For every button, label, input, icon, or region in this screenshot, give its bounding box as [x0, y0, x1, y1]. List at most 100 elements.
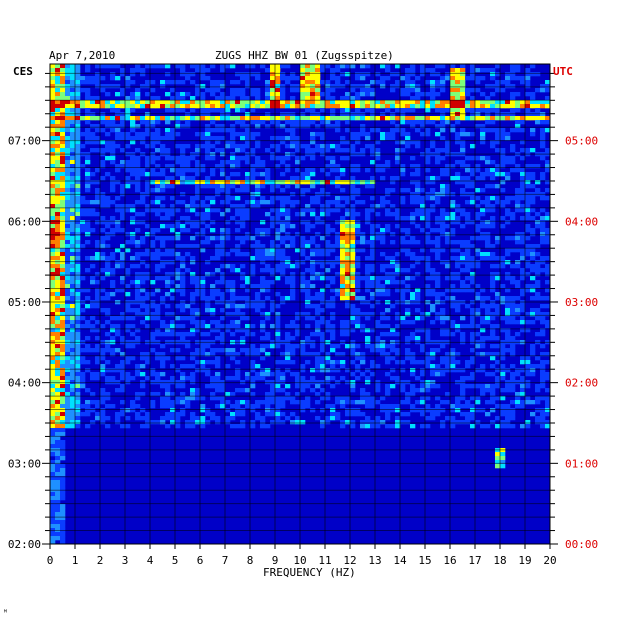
spectrogram-cell	[505, 116, 511, 121]
spectrogram-cell	[360, 352, 366, 357]
spectrogram-cell	[330, 368, 336, 373]
spectrogram-cell	[125, 204, 131, 209]
spectrogram-cell	[180, 380, 186, 385]
spectrogram-cell	[235, 88, 241, 93]
spectrogram-cell	[400, 116, 406, 121]
spectrogram-cell	[195, 196, 201, 201]
spectrogram-cell	[350, 164, 356, 169]
spectrogram-cell	[325, 92, 331, 97]
spectrogram-cell	[150, 104, 156, 109]
spectrogram-cell	[110, 316, 116, 321]
spectrogram-cell	[465, 212, 471, 217]
spectrogram-cell	[300, 244, 306, 249]
spectrogram-cell	[125, 316, 131, 321]
spectrogram-cell	[105, 116, 111, 121]
spectrogram-cell	[130, 256, 136, 261]
spectrogram-cell	[225, 228, 231, 233]
spectrogram-cell	[270, 396, 276, 401]
spectrogram-cell	[430, 276, 436, 281]
spectrogram-cell	[520, 384, 526, 389]
spectrogram-cell	[275, 216, 281, 221]
spectrogram-cell	[245, 140, 251, 145]
spectrogram-cell	[205, 308, 211, 313]
spectrogram-cell	[110, 116, 116, 121]
spectrogram-cell	[255, 252, 261, 257]
spectrogram-cell	[375, 80, 381, 85]
spectrogram-cell	[395, 148, 401, 153]
spectrogram-cell	[245, 180, 251, 185]
spectrogram-cell	[400, 368, 406, 373]
spectrogram-cell	[180, 392, 186, 397]
spectrogram-cell	[260, 288, 266, 293]
spectrogram-cell	[60, 88, 66, 93]
spectrogram-cell	[170, 136, 176, 141]
spectrogram-cell	[175, 304, 181, 309]
spectrogram-cell	[415, 172, 421, 177]
spectrogram-cell	[415, 164, 421, 169]
spectrogram-cell	[400, 76, 406, 81]
spectrogram-cell	[340, 292, 346, 297]
spectrogram-cell	[465, 412, 471, 417]
spectrogram-cell	[160, 144, 166, 149]
spectrogram-cell	[285, 76, 291, 81]
spectrogram-cell	[490, 324, 496, 329]
spectrogram-cell	[360, 116, 366, 121]
spectrogram-cell	[200, 108, 206, 113]
spectrogram-cell	[260, 268, 266, 273]
spectrogram-cell	[275, 116, 281, 121]
spectrogram-cell	[85, 320, 91, 325]
spectrogram-cell	[470, 88, 476, 93]
spectrogram-cell	[430, 208, 436, 213]
spectrogram-cell	[540, 256, 546, 261]
spectrogram-cell	[520, 292, 526, 297]
spectrogram-cell	[510, 280, 516, 285]
spectrogram-cell	[345, 252, 351, 257]
spectrogram-cell	[420, 408, 426, 413]
spectrogram-cell	[60, 248, 66, 253]
spectrogram-cell	[340, 196, 346, 201]
spectrogram-cell	[415, 168, 421, 173]
spectrogram-cell	[55, 400, 61, 405]
spectrogram-cell	[435, 372, 441, 377]
spectrogram-cell	[50, 96, 56, 101]
spectrogram-cell	[280, 376, 286, 381]
spectrogram-cell	[540, 316, 546, 321]
spectrogram-cell	[405, 232, 411, 237]
spectrogram-cell	[345, 268, 351, 273]
spectrogram-cell	[165, 332, 171, 337]
spectrogram-cell	[200, 116, 206, 121]
spectrogram-cell	[445, 392, 451, 397]
spectrogram-cell	[195, 280, 201, 285]
spectrogram-cell	[370, 420, 376, 425]
spectrogram-cell	[225, 200, 231, 205]
spectrogram-cell	[180, 332, 186, 337]
spectrogram-cell	[180, 376, 186, 381]
spectrogram-cell	[60, 168, 66, 173]
spectrogram-cell	[85, 200, 91, 205]
spectrogram-cell	[245, 128, 251, 133]
spectrogram-cell	[325, 276, 331, 281]
spectrogram-cell	[150, 120, 156, 125]
spectrogram-cell	[170, 364, 176, 369]
spectrogram-cell	[440, 356, 446, 361]
spectrogram-cell	[115, 364, 121, 369]
spectrogram-cell	[245, 388, 251, 393]
spectrogram-cell	[410, 212, 416, 217]
spectrogram-cell	[315, 352, 321, 357]
spectrogram-cell	[50, 412, 56, 417]
spectrogram-cell	[505, 320, 511, 325]
spectrogram-cell	[70, 280, 76, 285]
spectrogram-cell	[430, 120, 436, 125]
spectrogram-cell	[60, 252, 66, 257]
spectrogram-cell	[355, 248, 361, 253]
spectrogram-cell	[320, 220, 326, 225]
spectrogram-cell	[500, 344, 506, 349]
spectrogram-cell	[330, 168, 336, 173]
spectrogram-cell	[410, 252, 416, 257]
spectrogram-cell	[50, 388, 56, 393]
spectrogram-cell	[515, 164, 521, 169]
spectrogram-cell	[105, 424, 111, 429]
spectrogram-cell	[475, 176, 481, 181]
spectrogram-cell	[140, 296, 146, 301]
spectrogram-cell	[325, 204, 331, 209]
